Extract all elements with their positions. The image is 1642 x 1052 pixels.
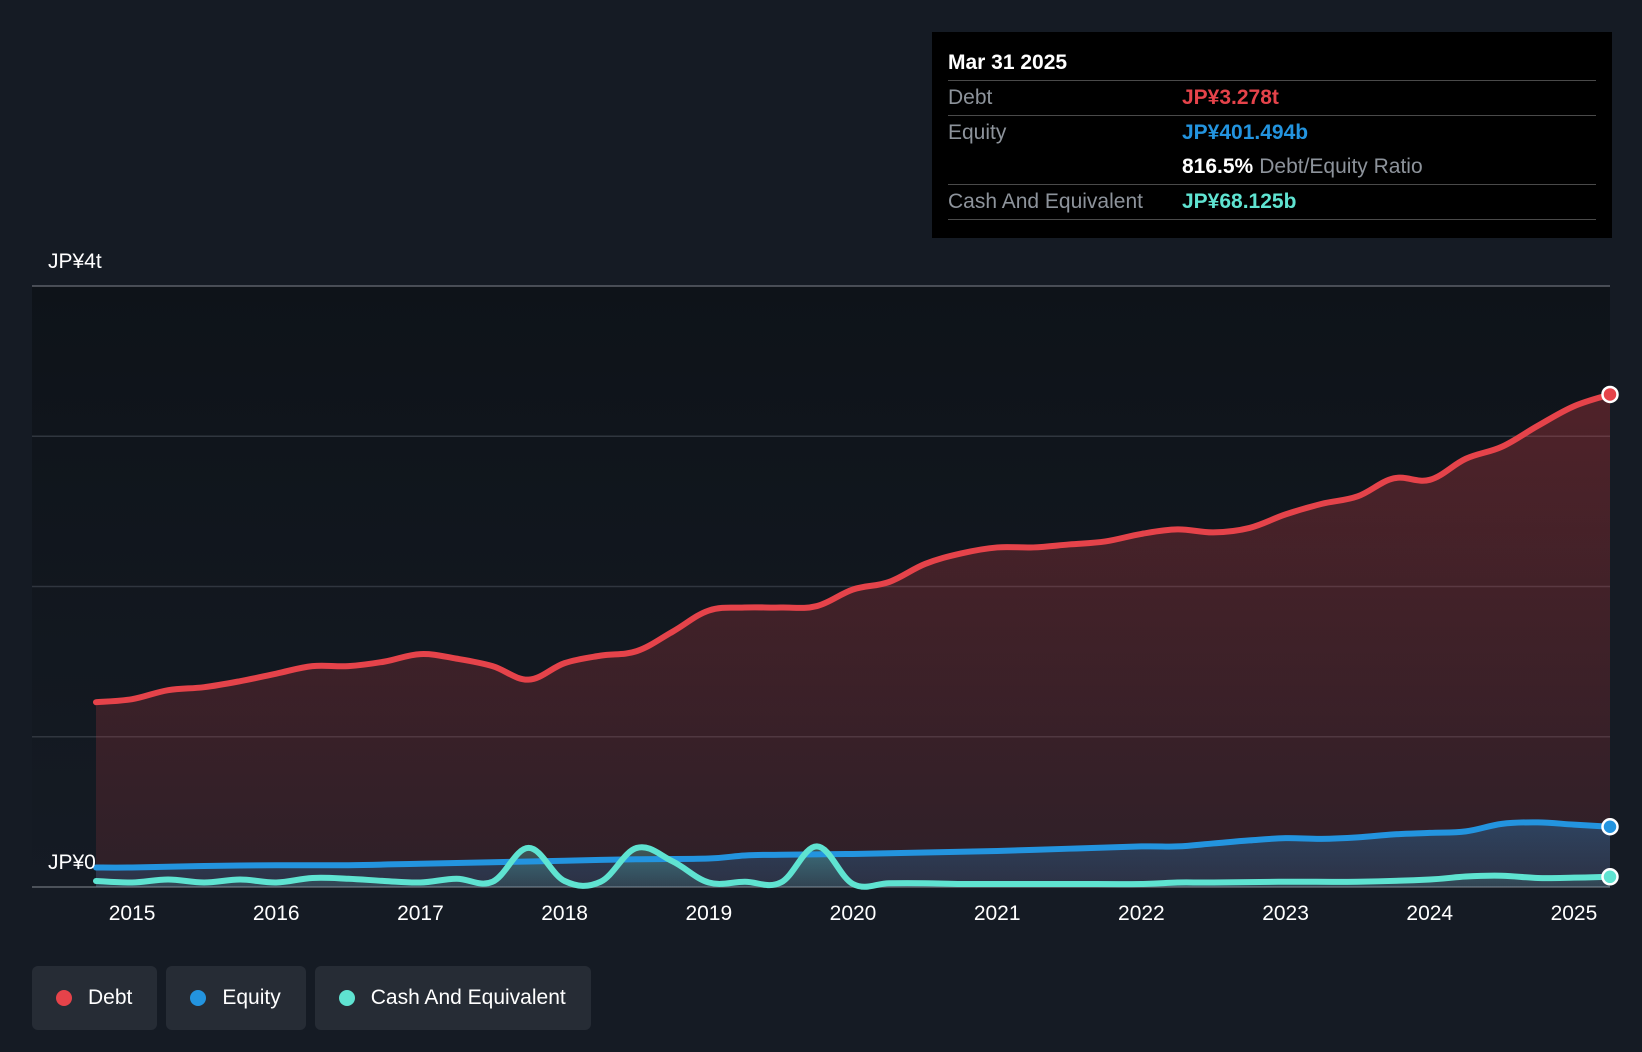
tooltip-debt-label: Debt bbox=[948, 86, 993, 109]
series-layer bbox=[93, 385, 1619, 890]
legend-item-equity[interactable]: Equity bbox=[166, 966, 306, 1030]
legend-equity-label: Equity bbox=[222, 986, 281, 1009]
debt-area bbox=[96, 394, 1610, 887]
x-tick-label: 2023 bbox=[1262, 902, 1309, 925]
y-axis-top-label: JP¥4t bbox=[48, 250, 102, 273]
tooltip-equity-label: Equity bbox=[948, 121, 1007, 144]
tooltip-cash-value: JP¥68.125b bbox=[1182, 190, 1297, 213]
x-tick-label: 2024 bbox=[1406, 902, 1453, 925]
tooltip-cash-row: Cash And Equivalent JP¥68.125b bbox=[948, 185, 1596, 220]
x-tick-label: 2025 bbox=[1551, 902, 1598, 925]
x-axis-ticks: 2015 2016 2017 2018 2019 2020 2021 2022 2023 2024… bbox=[109, 902, 1598, 925]
tooltip-debt-value: JP¥3.278t bbox=[1182, 86, 1279, 109]
equity-line bbox=[93, 819, 1613, 871]
equity-endpoint-marker[interactable] bbox=[1601, 817, 1619, 836]
debt-dot-icon bbox=[56, 990, 72, 1006]
debt-line bbox=[93, 391, 1613, 706]
cash-line bbox=[93, 843, 1613, 890]
cash-dot-icon bbox=[338, 990, 355, 1006]
x-tick-label: 2019 bbox=[685, 902, 732, 925]
tooltip-ratio-label: Debt/Equity Ratio bbox=[1259, 155, 1423, 178]
x-tick-label: 2017 bbox=[397, 902, 444, 925]
cash-area bbox=[96, 846, 1610, 887]
x-tick-label: 2020 bbox=[830, 902, 877, 925]
cash-endpoint-marker[interactable] bbox=[1601, 868, 1619, 886]
tooltip-equity-row: Equity JP¥401.494b bbox=[948, 116, 1596, 150]
tooltip-date: Mar 31 2025 bbox=[948, 46, 1596, 81]
tooltip-ratio-value: 816.5% bbox=[1182, 155, 1254, 178]
debt-endpoint-marker[interactable] bbox=[1601, 385, 1619, 404]
tooltip-ratio-row: 816.5% Debt/Equity Ratio bbox=[948, 150, 1596, 185]
chart-legend: Debt Equity Cash And Equivalent bbox=[32, 966, 591, 1030]
x-tick-label: 2018 bbox=[541, 902, 588, 925]
legend-cash-label: Cash And Equivalent bbox=[370, 986, 566, 1009]
legend-item-cash[interactable]: Cash And Equivalent bbox=[314, 966, 591, 1030]
y-axis-bottom-label: JP¥0 bbox=[48, 851, 96, 874]
equity-dot-icon bbox=[190, 990, 207, 1006]
tooltip-cash-label: Cash And Equivalent bbox=[948, 190, 1143, 213]
tooltip-debt-row: Debt JP¥3.278t bbox=[948, 81, 1596, 116]
legend-item-debt[interactable]: Debt bbox=[32, 966, 158, 1030]
x-tick-label: 2015 bbox=[109, 902, 156, 925]
x-tick-label: 2022 bbox=[1118, 902, 1165, 925]
legend-debt-label: Debt bbox=[88, 986, 133, 1009]
tooltip-equity-value: JP¥401.494b bbox=[1182, 121, 1309, 144]
x-tick-label: 2021 bbox=[974, 902, 1021, 925]
x-tick-label: 2016 bbox=[253, 902, 300, 925]
tooltip-panel: Mar 31 2025 Debt JP¥3.278t Equity JP¥401… bbox=[932, 32, 1612, 238]
